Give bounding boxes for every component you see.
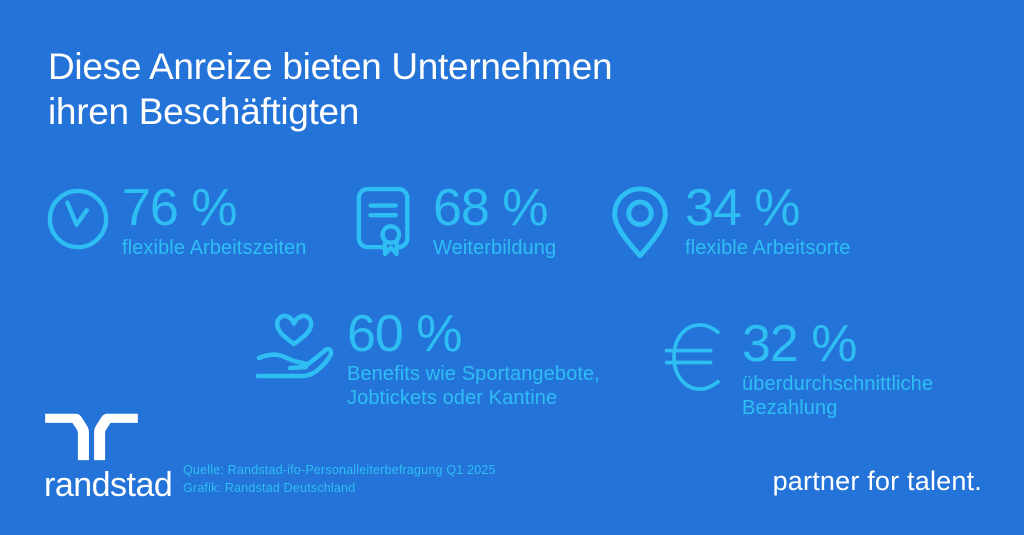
heart-in-hand-icon [256,310,336,382]
stat-label-line: überdurchschnittliche [742,373,934,395]
stat-weiterbildung: 68 % Weiterbildung [356,182,556,261]
location-pin-icon [610,186,670,260]
randstad-logo-icon [44,410,172,462]
clock-icon [47,188,109,250]
source-note: Quelle: Randstad-ifo-Personalleiterbefra… [183,461,496,497]
randstad-wordmark: randstad [44,466,173,504]
source-line1: Quelle: Randstad-ifo-Personalleiterbefra… [183,463,496,477]
stat-label-line: Bezahlung [742,396,838,419]
stat-flexible-arbeitszeiten: 76 % flexible Arbeitszeiten [47,182,307,261]
stat-value: 32 % [742,315,858,373]
source-line2: Grafik: Randstad Deutschland [183,481,356,496]
title-line2: ihren Beschäftigten [48,91,360,133]
stat-label-line: Jobtickets oder Kantine [347,386,558,409]
certificate-icon [356,186,416,256]
title-line1: Diese Anreize bieten Unternehmen [48,46,613,87]
euro-icon [663,320,729,394]
stat-label-line: Weiterbildung [433,237,557,259]
stat-label-line: flexible Arbeitszeiten [122,237,307,259]
stat-bezahlung: 32 % überdurchschnittliche Bezahlung [663,318,933,420]
stat-value: 34 % [685,179,801,237]
stat-label: Weiterbildung [433,237,556,261]
stat-label: flexible Arbeitszeiten [122,237,307,261]
stat-label-line: Benefits wie Sportangebote, [347,363,600,385]
randstad-logo: randstad [44,410,173,504]
stat-label: flexible Arbeitsorte [685,237,850,261]
stat-label: Benefits wie Sportangebote, Jobtickets od… [347,363,600,410]
stat-benefits: 60 % Benefits wie Sportangebote, Jobticke… [256,308,600,410]
stat-value: 60 % [347,305,463,363]
page-title: Diese Anreize bieten Unternehmen ihren Be… [48,44,613,134]
stat-label: überdurchschnittliche Bezahlung [742,373,933,420]
brand-tagline: partner for talent. [772,466,982,496]
stat-value: 76 % [122,179,238,237]
stat-label-line: flexible Arbeitsorte [685,237,851,259]
stat-value: 68 % [433,179,549,237]
stat-flexible-arbeitsorte: 34 % flexible Arbeitsorte [610,182,850,261]
